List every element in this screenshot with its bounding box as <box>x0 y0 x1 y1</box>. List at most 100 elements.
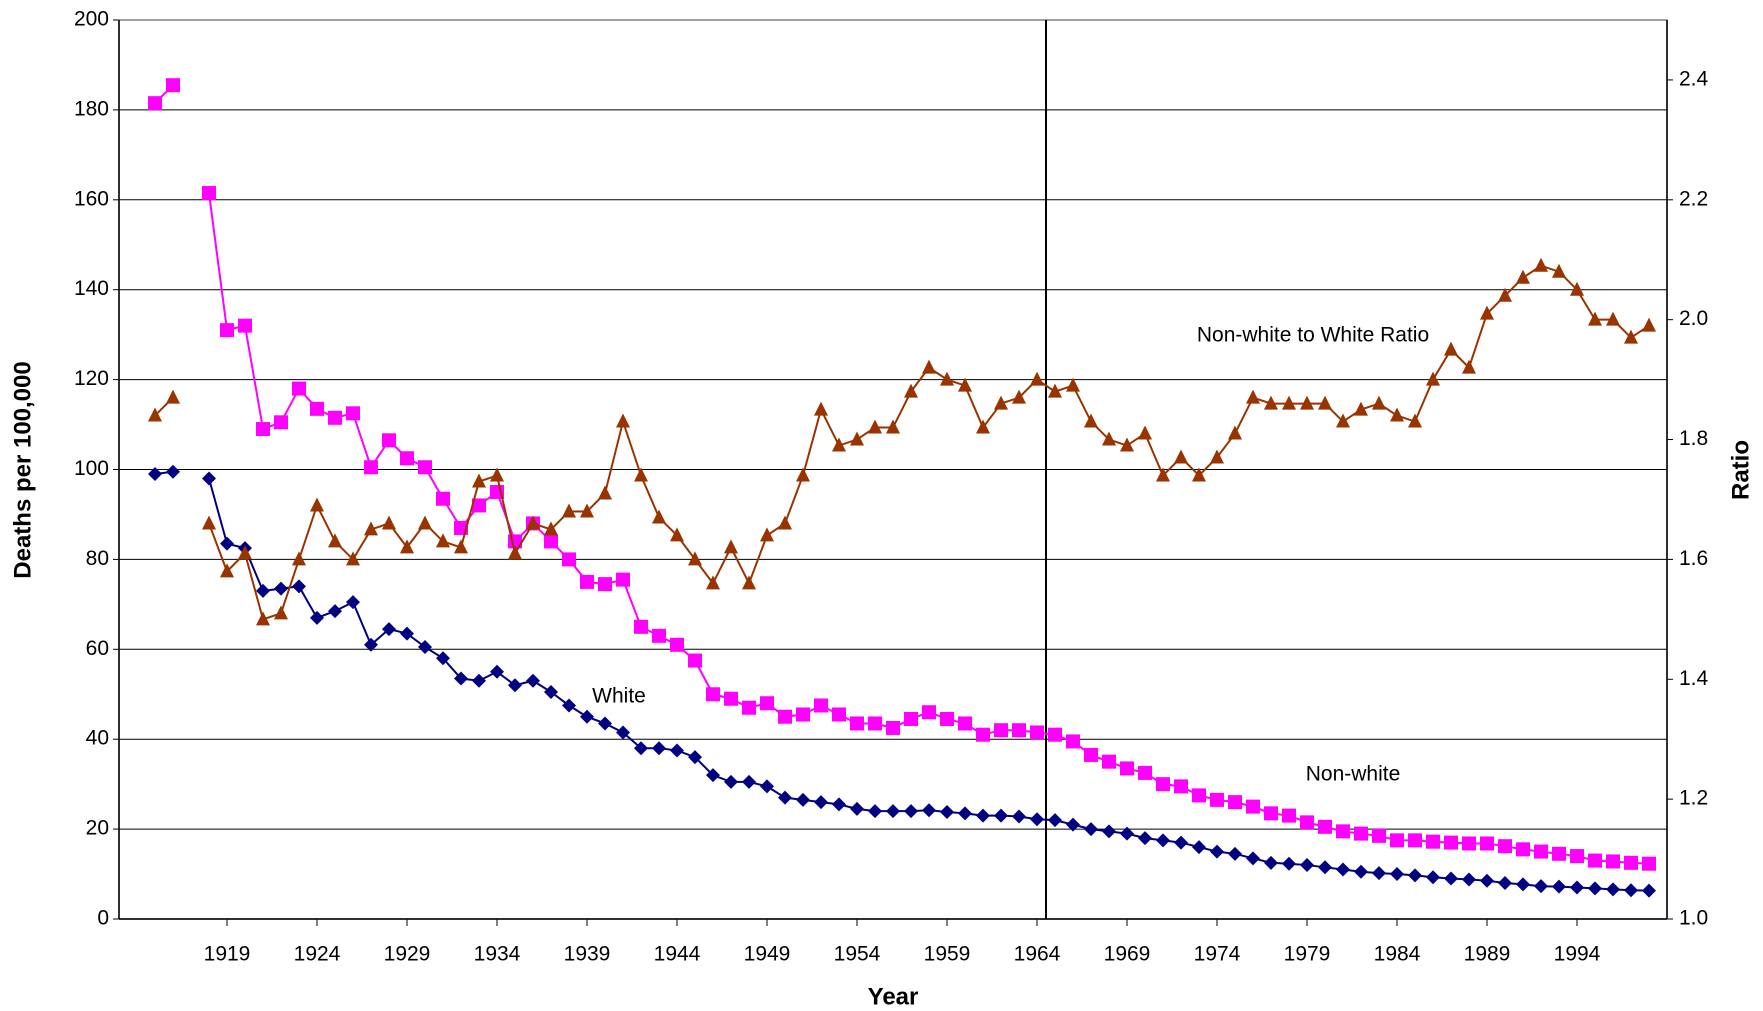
marker <box>742 575 756 590</box>
marker <box>994 395 1008 410</box>
marker <box>274 415 288 430</box>
marker <box>760 696 774 711</box>
marker <box>1048 727 1062 742</box>
y2-tick-label: 1.4 <box>1679 667 1709 690</box>
marker <box>490 467 504 482</box>
marker <box>1300 858 1314 873</box>
marker <box>616 413 630 428</box>
marker <box>166 78 180 93</box>
y-tick-label: 80 <box>86 547 109 570</box>
marker <box>1462 836 1476 851</box>
marker <box>436 491 450 506</box>
marker <box>958 377 972 392</box>
marker <box>1354 826 1368 841</box>
marker <box>328 604 342 619</box>
marker <box>400 451 414 466</box>
series-label: Non-white <box>1306 763 1401 786</box>
marker <box>598 577 612 592</box>
y-tick-label: 20 <box>86 817 109 840</box>
marker <box>346 406 360 421</box>
marker <box>1336 824 1350 839</box>
marker <box>1498 839 1512 854</box>
marker <box>1516 842 1530 857</box>
y-tick-label: 0 <box>97 907 109 930</box>
marker <box>1372 828 1386 843</box>
marker <box>760 779 774 794</box>
marker <box>1444 835 1458 850</box>
marker <box>724 774 738 789</box>
marker <box>1066 377 1080 392</box>
marker <box>1570 880 1584 895</box>
marker <box>922 359 936 374</box>
marker <box>202 515 216 530</box>
marker <box>634 741 648 756</box>
marker <box>1408 833 1422 848</box>
marker <box>1390 407 1404 422</box>
marker <box>814 795 828 810</box>
marker <box>1534 879 1548 894</box>
marker <box>1012 389 1026 404</box>
marker <box>1066 817 1080 832</box>
marker <box>544 521 558 536</box>
marker <box>1264 395 1278 410</box>
marker <box>382 515 396 530</box>
marker <box>1606 311 1620 326</box>
marker <box>1552 846 1566 861</box>
marker <box>886 804 900 819</box>
marker <box>1138 831 1152 846</box>
marker <box>1120 437 1134 452</box>
marker <box>1210 844 1224 859</box>
x-tick-label: 1934 <box>474 943 521 966</box>
marker <box>598 716 612 731</box>
marker <box>778 709 792 724</box>
marker <box>796 707 810 722</box>
marker <box>688 750 702 765</box>
y2-tick-label: 2.2 <box>1679 187 1708 210</box>
marker <box>346 551 360 566</box>
marker <box>1120 826 1134 841</box>
marker <box>508 545 522 560</box>
marker <box>1642 856 1656 871</box>
y2-tick-label: 2.4 <box>1679 67 1709 90</box>
marker <box>1084 413 1098 428</box>
marker <box>1588 853 1602 868</box>
y-tick-label: 40 <box>86 727 109 750</box>
marker <box>1030 725 1044 740</box>
y-tick-label: 100 <box>74 457 109 480</box>
marker <box>1192 788 1206 803</box>
marker <box>976 808 990 823</box>
marker <box>1624 883 1638 898</box>
marker <box>976 727 990 742</box>
marker <box>1264 855 1278 870</box>
marker <box>1516 877 1530 892</box>
marker <box>1426 371 1440 386</box>
y-tick-label: 140 <box>74 277 109 300</box>
series-label: Non-white to White Ratio <box>1197 324 1429 347</box>
marker <box>1174 449 1188 464</box>
marker <box>1192 840 1206 855</box>
marker <box>1642 883 1656 898</box>
marker <box>652 628 666 643</box>
marker <box>1282 395 1296 410</box>
x-tick-label: 1969 <box>1104 943 1151 966</box>
marker <box>526 673 540 688</box>
y2-tick-label: 2.0 <box>1679 307 1708 330</box>
marker <box>868 716 882 731</box>
marker <box>1300 395 1314 410</box>
marker <box>148 466 162 481</box>
marker <box>1372 866 1386 881</box>
marker <box>958 806 972 821</box>
marker <box>580 503 594 518</box>
marker <box>940 371 954 386</box>
marker <box>238 545 252 560</box>
marker <box>292 551 306 566</box>
marker <box>274 581 288 596</box>
marker <box>1102 431 1116 446</box>
marker <box>1246 851 1260 866</box>
marker <box>922 803 936 818</box>
marker <box>436 533 450 548</box>
marker <box>922 705 936 720</box>
marker <box>166 464 180 479</box>
marker <box>400 539 414 554</box>
marker <box>148 407 162 422</box>
